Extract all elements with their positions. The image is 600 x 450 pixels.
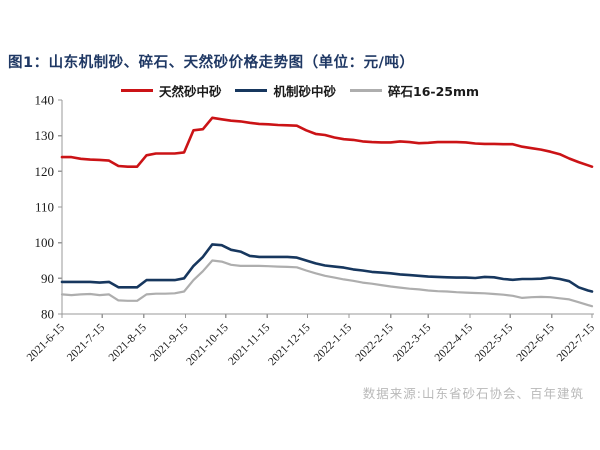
legend-label-crushed-stone: 碎石16-25mm xyxy=(388,84,480,99)
x-tick-label: 2021-9-15 xyxy=(148,321,191,364)
y-tick-label: 100 xyxy=(35,235,55,250)
x-tick-label: 2021-7-15 xyxy=(65,321,108,364)
x-tick-label: 2021-12-15 xyxy=(266,321,313,368)
x-tick-label: 2021-8-15 xyxy=(107,321,150,364)
y-tick-label: 80 xyxy=(41,307,54,322)
legend: 天然砂中砂 机制砂中砂 碎石16-25mm xyxy=(0,81,600,100)
legend-swatch-crushed-stone xyxy=(350,89,382,92)
x-tick-label: 2021-10-15 xyxy=(184,321,231,368)
series-line-crushed-stone-16-25mm xyxy=(60,259,594,308)
figure-title: 图1：山东机制砂、碎石、天然砂价格走势图（单位：元/吨） xyxy=(8,55,415,71)
x-tick-label: 2022-5-15 xyxy=(473,321,516,364)
legend-swatch-natural-sand xyxy=(120,89,153,92)
x-tick-label: 2022-3-15 xyxy=(391,321,434,364)
series-line-natural-sand xyxy=(60,116,594,168)
legend-item-crushed-stone: 碎石16-25mm xyxy=(350,81,479,100)
legend-item-machine-sand: 机制砂中砂 xyxy=(235,81,336,100)
y-tick-label: 130 xyxy=(35,128,55,143)
legend-label-machine-sand: 机制砂中砂 xyxy=(273,84,336,99)
y-tick-label: 140 xyxy=(35,93,55,108)
legend-label-natural-sand: 天然砂中砂 xyxy=(158,84,222,99)
source-note: 数据来源:山东省砂石协会、百年建筑 xyxy=(362,386,584,401)
x-tick-label: 2021-6-15 xyxy=(25,321,68,364)
x-tick-label: 2022-2-15 xyxy=(353,321,396,364)
series-line-machine-sand xyxy=(60,243,594,293)
legend-swatch-machine-sand xyxy=(235,89,268,92)
x-tick-label: 2021-11-15 xyxy=(226,321,272,367)
x-tick-label: 2022-6-15 xyxy=(514,321,557,364)
y-tick-label: 110 xyxy=(35,200,54,215)
x-tick-label: 2022-4-15 xyxy=(433,321,476,364)
x-tick-label: 2022-7-15 xyxy=(555,321,598,364)
y-tick-label: 90 xyxy=(41,271,54,286)
x-tick-label: 2022-1-15 xyxy=(312,321,355,364)
legend-item-natural-sand: 天然砂中砂 xyxy=(120,81,222,100)
y-tick-label: 120 xyxy=(35,164,55,179)
